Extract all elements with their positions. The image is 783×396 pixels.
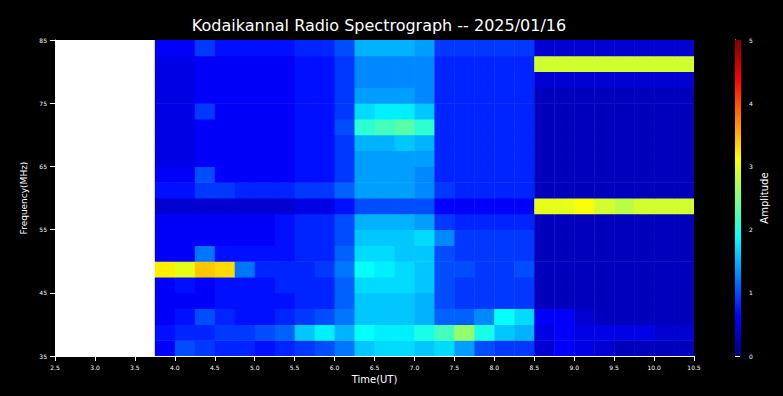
svg-text:3.0: 3.0 — [90, 364, 100, 371]
svg-text:8.0: 8.0 — [490, 364, 500, 371]
svg-text:2.5: 2.5 — [50, 364, 60, 371]
svg-text:55: 55 — [39, 226, 47, 233]
svg-text:1: 1 — [749, 289, 753, 296]
svg-text:45: 45 — [39, 289, 47, 296]
svg-text:85: 85 — [39, 37, 47, 44]
svg-text:9.0: 9.0 — [569, 364, 579, 371]
svg-text:8.5: 8.5 — [529, 364, 539, 371]
svg-text:4.0: 4.0 — [170, 364, 180, 371]
svg-text:7.0: 7.0 — [410, 364, 420, 371]
svg-text:Amplitude: Amplitude — [759, 172, 770, 223]
svg-text:Time(UT): Time(UT) — [351, 374, 398, 385]
svg-text:10.0: 10.0 — [647, 364, 661, 371]
svg-text:6.0: 6.0 — [330, 364, 340, 371]
svg-text:Frequency(MHz): Frequency(MHz) — [19, 162, 29, 235]
svg-text:5.0: 5.0 — [250, 364, 260, 371]
svg-text:5: 5 — [749, 37, 753, 44]
svg-text:3.5: 3.5 — [130, 364, 140, 371]
svg-text:0: 0 — [749, 353, 753, 360]
svg-text:7.5: 7.5 — [450, 364, 460, 371]
svg-text:3: 3 — [749, 163, 753, 170]
svg-text:4: 4 — [749, 100, 753, 107]
svg-text:9.5: 9.5 — [609, 364, 619, 371]
svg-text:35: 35 — [39, 353, 47, 360]
svg-text:5.5: 5.5 — [290, 364, 300, 371]
svg-text:10.5: 10.5 — [687, 364, 701, 371]
svg-text:2: 2 — [749, 226, 753, 233]
svg-text:6.5: 6.5 — [370, 364, 380, 371]
svg-text:Kodaikannal Radio Spectrograph: Kodaikannal Radio Spectrograph -- 2025/0… — [192, 16, 566, 35]
svg-text:75: 75 — [39, 100, 47, 107]
svg-text:65: 65 — [39, 163, 47, 170]
svg-text:4.5: 4.5 — [210, 364, 220, 371]
